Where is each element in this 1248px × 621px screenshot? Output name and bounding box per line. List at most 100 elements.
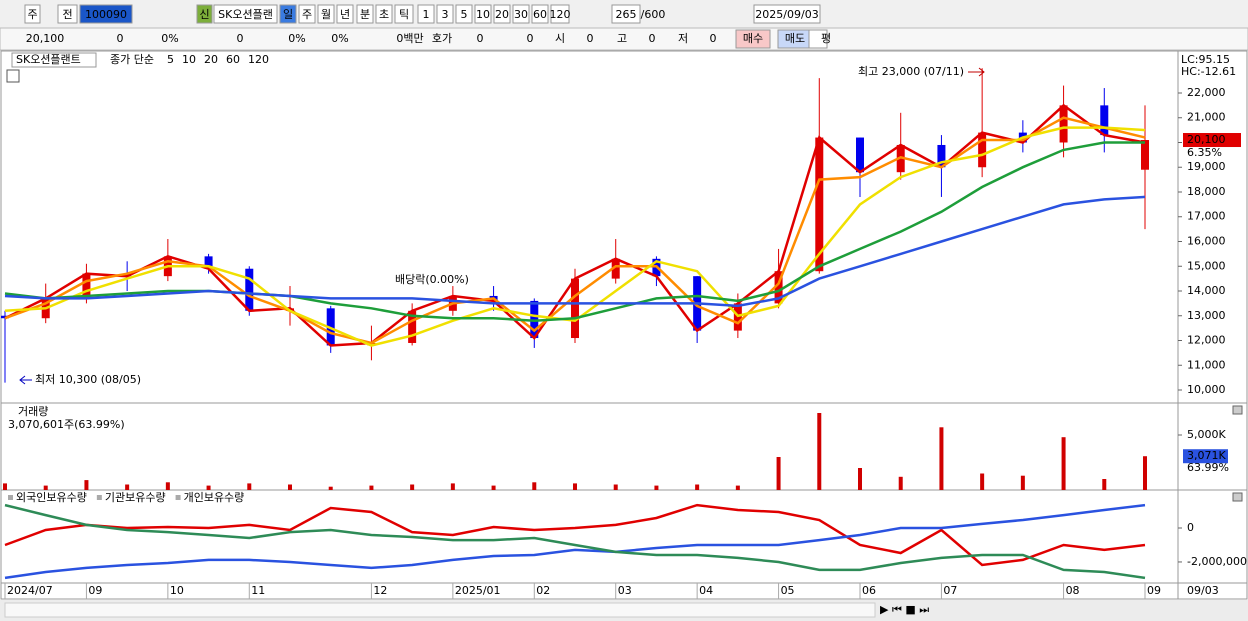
toolbar-button[interactable] [394, 4, 414, 24]
toolbar-button[interactable] [493, 4, 511, 24]
info-button[interactable] [808, 29, 828, 49]
annotation: 배당락(0.00%) [395, 273, 469, 286]
info-value: 0 [117, 32, 124, 45]
change-rate: 6.35% [1187, 146, 1222, 159]
toolbar-button[interactable] [375, 4, 393, 24]
volume-bar [735, 485, 740, 490]
info-value: 0백만 [396, 32, 423, 45]
candle-body [245, 268, 254, 311]
y-tick-label: 12,000 [1187, 334, 1226, 347]
toolbar-label: /600 [641, 8, 666, 21]
scroll-track[interactable] [4, 602, 876, 618]
y-tick-label: 22,000 [1187, 86, 1226, 99]
toolbar-button[interactable] [611, 4, 641, 24]
x-tick-label: 10 [170, 584, 184, 597]
annotation: 최저 10,300 (08/05) [35, 373, 141, 386]
x-tick-label: 05 [781, 584, 795, 597]
volume-bar [450, 483, 455, 490]
toolbar-button[interactable] [436, 4, 454, 24]
calendar-icon[interactable] [6, 69, 20, 83]
toolbar-label: 3 [442, 8, 449, 21]
info-value: 0% [288, 32, 305, 45]
x-tick-label: 2025/01 [455, 584, 501, 597]
candle-body [815, 137, 824, 272]
close-button[interactable] [1232, 405, 1243, 415]
y-tick-label: 18,000 [1187, 185, 1226, 198]
ma-label: 종가 단순 [110, 53, 154, 66]
y-tick-label: 21,000 [1187, 111, 1226, 124]
toolbar-label: 분 [360, 8, 370, 21]
legend-box [11, 52, 97, 68]
toolbar-button[interactable] [512, 4, 530, 24]
panel-subtitle: 3,070,601주(63.99%) [8, 418, 125, 431]
toolbar-button[interactable] [336, 4, 354, 24]
holding-line [4, 503, 1146, 580]
candle-body [611, 258, 620, 279]
info-value: 0 [710, 32, 717, 45]
volume-bar [573, 483, 577, 490]
toolbar-label: 주 [27, 8, 37, 21]
toolbar-label: 20 [495, 8, 509, 21]
close-button[interactable] [1232, 492, 1243, 502]
info-value: 호가 [432, 32, 452, 45]
legend-swatch [96, 495, 102, 500]
toolbar-button[interactable] [24, 4, 41, 24]
x-tick-label: 2024/07 [7, 584, 53, 597]
toolbar-label: 1 [423, 8, 430, 21]
x-tick-label: 12 [373, 584, 387, 597]
toolbar-button[interactable] [317, 4, 335, 24]
legend-entry: 개인보유수량 [184, 491, 245, 504]
toolbar-label: 전 [62, 8, 72, 21]
volume-bar [898, 476, 903, 490]
chart-frame [0, 50, 1248, 600]
volume-bar [288, 484, 292, 490]
toolbar-button[interactable] [79, 4, 133, 24]
ma-line [4, 116, 1146, 345]
legend-entry: 120 [248, 53, 269, 66]
toolbar-button[interactable] [455, 4, 473, 24]
volume-bar [1061, 437, 1066, 490]
y-tick-label: 0 [1187, 521, 1194, 534]
toolbar-button[interactable] [196, 4, 213, 24]
y-tick-label: 11,000 [1187, 358, 1226, 371]
toolbar-button[interactable] [531, 4, 549, 24]
toolbar-label: 100090 [85, 8, 127, 21]
toolbar-button[interactable] [57, 4, 78, 24]
y-tick-label: 17,000 [1187, 210, 1226, 223]
toolbar-button[interactable] [356, 4, 374, 24]
y-tick-label: 15,000 [1187, 259, 1226, 272]
candle-body [1100, 105, 1109, 136]
volume-bar [980, 473, 985, 490]
toolbar-label: 초 [379, 8, 389, 21]
scroll-button[interactable]: ▶ ⏮ ■ ⏭ [880, 603, 929, 616]
toolbar-label: 60 [533, 8, 547, 21]
toolbar-button[interactable] [753, 4, 821, 24]
y-tick-label: 19,000 [1187, 160, 1226, 173]
lc-label: LC:95.15 [1181, 53, 1230, 66]
legend-entry: 60 [226, 53, 240, 66]
x-tick-label: 02 [536, 584, 550, 597]
hc-label: HC:-12.61 [1181, 65, 1236, 78]
toolbar-button[interactable] [298, 4, 316, 24]
toolbar-button[interactable] [213, 4, 278, 24]
toolbar-label: SK오션플랜 [218, 8, 273, 21]
volume-bar [369, 485, 374, 490]
volume-bar [776, 456, 781, 490]
info-button[interactable] [735, 29, 771, 49]
info-value: 고 [617, 32, 627, 45]
volume-bar [1143, 456, 1147, 490]
toolbar-button[interactable] [474, 4, 492, 24]
ratio-label: 63.99% [1187, 461, 1229, 474]
annotation: 최고 23,000 (07/11) [858, 65, 964, 78]
toolbar-button[interactable] [279, 4, 297, 24]
toolbar-button[interactable] [417, 4, 435, 24]
volume-bar [165, 482, 170, 490]
ma-line [4, 195, 1146, 308]
arrow [19, 375, 32, 385]
y-tick-label: 10,000 [1187, 383, 1226, 396]
volume-bar [3, 483, 7, 490]
candle-body [774, 271, 783, 304]
toolbar-button[interactable] [550, 4, 570, 24]
value-label-box [1183, 449, 1228, 464]
